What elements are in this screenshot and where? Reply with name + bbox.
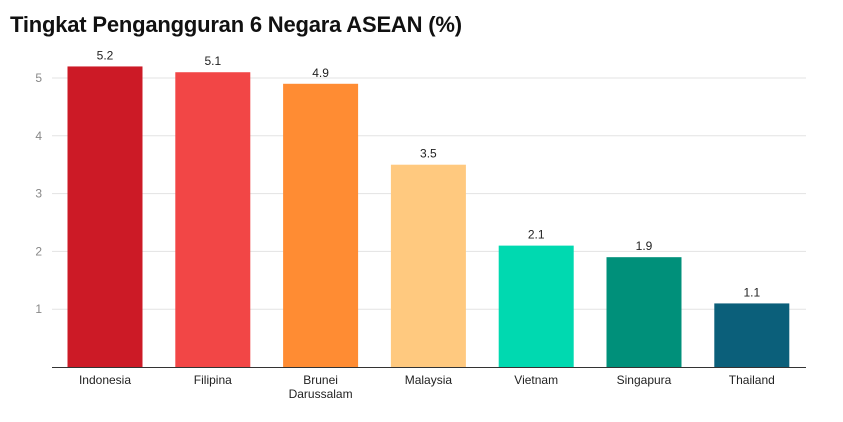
y-tick-label: 5 bbox=[35, 71, 42, 85]
y-tick-label: 3 bbox=[35, 187, 42, 201]
bar bbox=[714, 303, 790, 367]
y-tick-label: 1 bbox=[35, 302, 42, 316]
category-label-line: Vietnam bbox=[514, 373, 558, 387]
category-label: Thailand bbox=[729, 373, 775, 387]
category-label-line: Darussalam bbox=[289, 387, 353, 401]
bar bbox=[498, 245, 574, 367]
category-label: Vietnam bbox=[514, 373, 558, 387]
chart-title: Tingkat Pengangguran 6 Negara ASEAN (%) bbox=[10, 12, 462, 37]
bar bbox=[67, 66, 143, 368]
y-tick-label: 4 bbox=[35, 129, 42, 143]
value-label: 1.1 bbox=[743, 285, 760, 299]
y-tick-label: 2 bbox=[35, 244, 42, 258]
category-label: Singapura bbox=[617, 373, 672, 387]
category-label-line: Singapura bbox=[617, 373, 672, 387]
category-label-line: Thailand bbox=[729, 373, 775, 387]
value-label: 3.5 bbox=[420, 147, 437, 161]
value-label: 5.1 bbox=[204, 54, 221, 68]
value-label: 4.9 bbox=[312, 66, 329, 80]
bar bbox=[175, 72, 251, 367]
category-label: Filipina bbox=[194, 373, 232, 387]
value-label: 5.2 bbox=[97, 48, 114, 62]
value-label: 1.9 bbox=[636, 239, 653, 253]
bar bbox=[283, 83, 359, 367]
category-label-line: Malaysia bbox=[405, 373, 453, 387]
bar bbox=[606, 257, 682, 367]
x-axis-labels: Indonesia Filipina Brunei Darussalam Malaysi… bbox=[79, 373, 775, 401]
value-label: 2.1 bbox=[528, 228, 545, 242]
category-label-line: Filipina bbox=[194, 373, 232, 387]
bar bbox=[390, 164, 466, 367]
bars bbox=[67, 66, 790, 368]
category-label: Indonesia bbox=[79, 373, 131, 387]
category-label-line: Indonesia bbox=[79, 373, 131, 387]
y-axis-ticks: 1 2 3 4 5 bbox=[35, 71, 42, 316]
value-labels: 5.2 5.1 4.9 3.5 2.1 1.9 1.1 bbox=[97, 48, 761, 299]
category-label: Malaysia bbox=[405, 373, 453, 387]
category-label: Brunei Darussalam bbox=[289, 373, 353, 401]
category-label-line: Brunei bbox=[303, 373, 338, 387]
